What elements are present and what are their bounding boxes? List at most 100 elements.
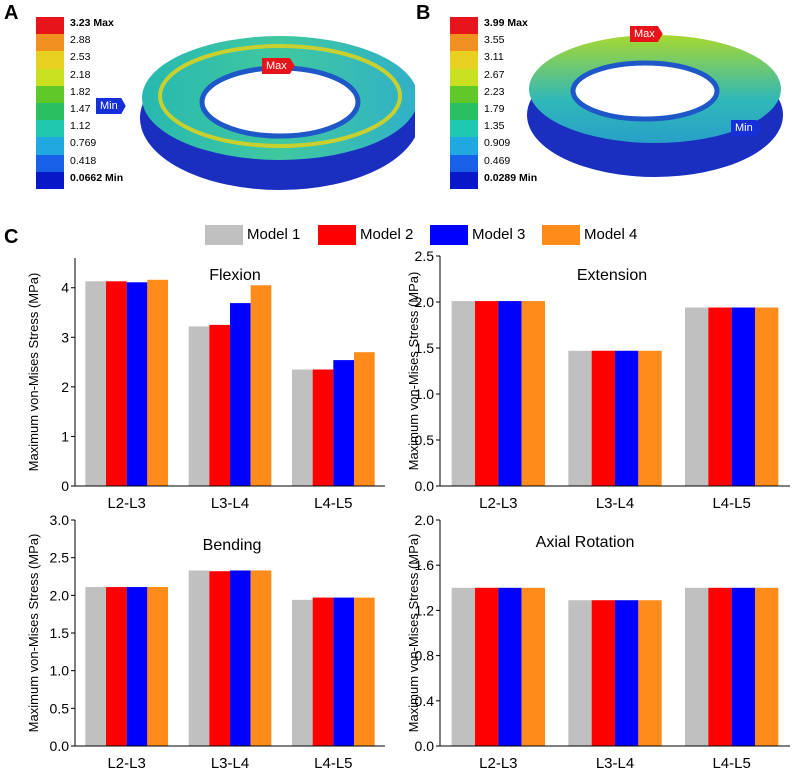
y-tick-label: 2 (61, 379, 69, 395)
bar-model-2 (708, 587, 732, 746)
y-tick-label: 1.6 (415, 557, 435, 573)
y-tick-label: 2.0 (415, 512, 435, 528)
bar-model-2 (475, 587, 499, 746)
legend-swatch (36, 85, 64, 103)
legend-swatch (36, 154, 64, 172)
y-tick-label: 3 (61, 329, 69, 345)
legend-value: 2.53 (70, 51, 91, 64)
legend-swatch (36, 103, 64, 121)
chart-axial-rotation: L2-L3 L3-L4 L4-L5 0.0 0.4 0.8 1.2 1.6 2.0 Maximum… (406, 512, 790, 772)
bar-model-2 (591, 350, 615, 486)
disc-model-a (140, 36, 415, 190)
legend-swatch (450, 137, 478, 155)
panel-label-b: B (416, 2, 431, 24)
legend-value: 1.82 (70, 85, 91, 98)
y-tick-label: 0.4 (415, 693, 435, 709)
x-tick-label: L2-L3 (107, 495, 145, 512)
bar-model-4 (354, 597, 375, 746)
legend-value: 0.0662 Min (70, 171, 124, 184)
legend-value: 0.418 (70, 154, 97, 167)
model-legend-label: Model 4 (584, 226, 638, 243)
chart-extension: L2-L3 L3-L4 L4-L5 0.0 0.5 1.0 1.5 2.0 2.5 Maximum… (406, 248, 790, 512)
bar-model-1 (568, 600, 592, 746)
legend-value: 3.55 (484, 34, 505, 47)
model-legend-swatch (430, 225, 468, 245)
legend-value: 1.47 (70, 103, 91, 115)
bar-model-1 (85, 587, 106, 746)
x-tick-label: L3-L4 (211, 755, 249, 772)
bar-model-3 (498, 587, 522, 746)
bar-model-4 (250, 285, 272, 486)
legend-value: 3.99 Max (484, 17, 528, 29)
bar-model-2 (591, 600, 615, 746)
legend-value: 3.23 Max (70, 17, 114, 29)
model-legend-label: Model 1 (247, 226, 301, 243)
bar-model-4 (638, 350, 662, 486)
y-tick-label: 1.0 (50, 663, 70, 679)
legend-value: 0.0289 Min (484, 171, 538, 184)
chart-title: Extension (577, 267, 647, 284)
bar-model-3 (731, 587, 755, 746)
y-tick-label: 0 (61, 478, 69, 494)
max-marker-b: Max (630, 26, 663, 42)
bar-model-3 (230, 303, 251, 486)
model-legend-label: Model 2 (360, 226, 414, 243)
legend-swatch (36, 68, 64, 86)
bar-model-2 (209, 571, 230, 746)
x-tick-label: L4-L5 (712, 755, 750, 772)
model-legend-swatch (205, 225, 243, 245)
disc-model-b (527, 35, 783, 177)
bar-model-3 (126, 282, 148, 486)
bar-model-4 (147, 587, 168, 746)
x-tick-label: L2-L3 (479, 495, 517, 512)
disc-b-hole (573, 63, 717, 119)
legend-swatch (36, 171, 64, 189)
bar-model-1 (568, 350, 592, 486)
legend-swatch (450, 51, 478, 69)
bar-model-2 (209, 324, 230, 486)
legend-swatch (450, 68, 478, 86)
bar-model-2 (312, 597, 334, 746)
y-tick-label: 2.0 (415, 294, 435, 310)
x-tick-label: L3-L4 (211, 495, 249, 512)
bar-model-4 (250, 570, 272, 746)
y-tick-label: 0.0 (50, 738, 70, 754)
bar-model-2 (106, 587, 127, 746)
bar-model-2 (312, 369, 334, 486)
legend-value: 3.11 (484, 51, 504, 64)
bar-model-3 (126, 587, 148, 746)
legend-swatch (36, 34, 64, 52)
min-marker-a: Min (96, 98, 126, 114)
y-tick-label: 1.5 (415, 340, 435, 356)
y-axis-label: Maximum von-Mises Stress (MPa) (406, 534, 421, 733)
legend-value: 0.769 (70, 137, 97, 150)
bar-model-1 (685, 307, 709, 486)
bar-model-4 (354, 352, 375, 486)
bar-model-4 (147, 279, 168, 486)
legend-swatch (450, 85, 478, 103)
y-tick-label: 0.0 (415, 738, 435, 754)
y-tick-label: 2.0 (50, 587, 70, 603)
y-tick-label: 0.0 (415, 478, 435, 494)
x-tick-label: L4-L5 (314, 755, 352, 772)
legend-value: 0.909 (484, 137, 511, 150)
legend-swatch (450, 120, 478, 138)
bar-model-4 (755, 307, 779, 486)
chart-flexion: L2-L3 L3-L4 L4-L5 0 1 2 3 4 Maximum von-Mises St… (26, 258, 385, 512)
bar-model-1 (188, 570, 210, 746)
y-axis-label: Maximum von-Mises Stress (MPa) (26, 273, 41, 472)
disc-a-hole (202, 68, 358, 136)
legend-swatch (450, 17, 478, 35)
legend-value: 2.67 (484, 68, 505, 81)
bar-model-3 (615, 600, 639, 746)
y-tick-label: 1 (61, 428, 69, 444)
legend-value: 2.18 (70, 68, 91, 81)
bar-model-3 (333, 360, 354, 486)
legend-swatch (450, 103, 478, 121)
disc-a-rim (158, 44, 402, 148)
bar-model-3 (498, 301, 522, 486)
legend-swatch (36, 51, 64, 69)
y-tick-label: 2.5 (415, 248, 435, 264)
legend-value: 1.12 (70, 120, 91, 133)
model-legend-swatch (542, 225, 580, 245)
